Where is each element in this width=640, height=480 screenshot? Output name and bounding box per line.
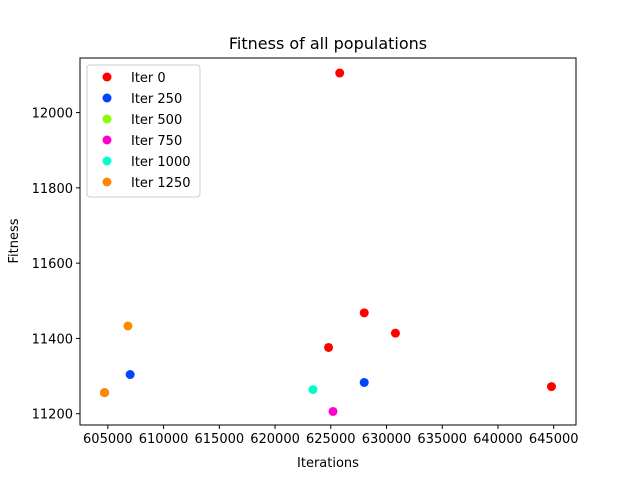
x-tick-label: 615000 xyxy=(195,432,245,447)
y-tick-label: 11400 xyxy=(32,332,73,347)
data-point-0 xyxy=(390,328,400,338)
legend-marker xyxy=(102,177,112,187)
axes: 605000 610000 615000 620000 625000 630000 6350… xyxy=(32,107,579,447)
x-tick-label: 645000 xyxy=(529,432,579,447)
legend-label: Iter 250 xyxy=(131,92,182,107)
x-tick-label: 630000 xyxy=(362,432,412,447)
y-tick-label: 11600 xyxy=(32,257,73,272)
x-axis-label: Iterations xyxy=(297,456,359,471)
legend-marker xyxy=(102,135,112,145)
legend-label: Iter 750 xyxy=(131,134,182,149)
legend-marker xyxy=(102,93,112,103)
legend-label: Iter 1250 xyxy=(131,176,191,191)
legend-label: Iter 1000 xyxy=(131,155,191,170)
y-axis-label: Fitness xyxy=(7,218,22,263)
data-point-0 xyxy=(335,68,345,78)
data-point-5 xyxy=(100,388,110,398)
legend-marker xyxy=(102,114,112,124)
data-point-0 xyxy=(546,382,556,392)
legend-frame xyxy=(86,64,201,198)
x-tick-label: 620000 xyxy=(250,432,300,447)
x-tick-label: 625000 xyxy=(306,432,356,447)
y-tick-label: 11800 xyxy=(32,182,73,197)
data-point-5 xyxy=(123,321,133,331)
chart-title: Fitness of all populations xyxy=(229,34,427,53)
data-point-1 xyxy=(125,370,135,380)
legend: Iter 0 Iter 250 Iter 500 Iter 750 Iter 1000 I… xyxy=(86,64,201,198)
data-point-0 xyxy=(324,342,334,352)
x-tick-label: 605000 xyxy=(83,432,133,447)
y-tick-label: 11200 xyxy=(32,408,73,423)
x-tick-label: 640000 xyxy=(473,432,523,447)
legend-marker xyxy=(102,72,112,82)
data-point-3 xyxy=(328,406,338,416)
y-tick-label: 12000 xyxy=(32,107,73,122)
data-point-1 xyxy=(359,377,369,387)
legend-label: Iter 0 xyxy=(131,71,166,86)
x-tick-label: 610000 xyxy=(139,432,189,447)
legend-marker xyxy=(102,156,112,166)
x-tick-label: 635000 xyxy=(417,432,467,447)
legend-label: Iter 500 xyxy=(131,113,182,128)
data-point-4 xyxy=(308,385,318,395)
data-point-0 xyxy=(359,308,369,318)
plot-area xyxy=(100,68,556,416)
plot-frame xyxy=(79,57,577,426)
